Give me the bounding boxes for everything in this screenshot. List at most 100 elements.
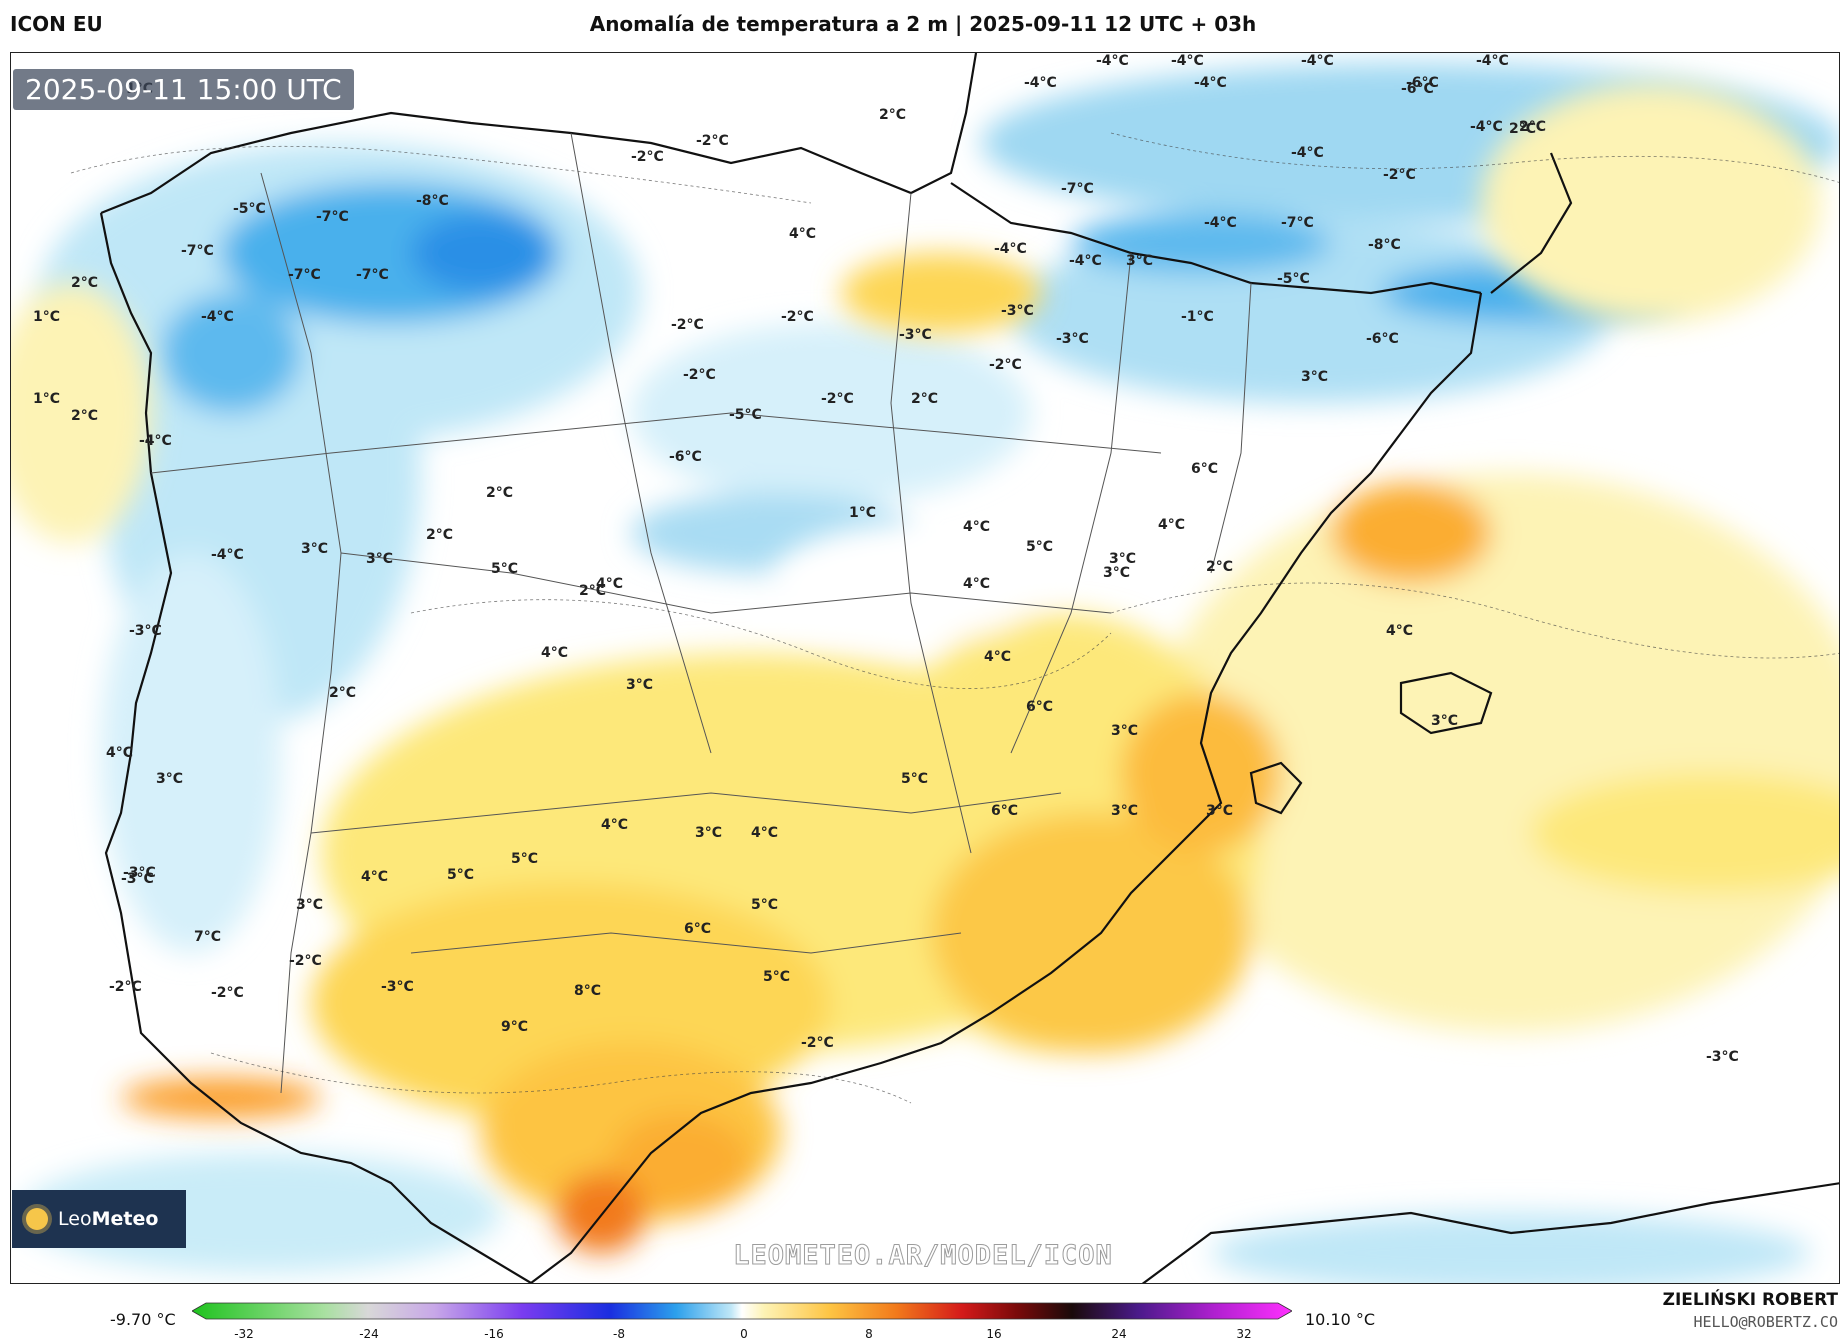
- value-label: -5°C: [1277, 271, 1310, 287]
- value-label: 4°C: [963, 576, 990, 592]
- value-label: 3°C: [1109, 551, 1136, 567]
- value-label: 2°C: [879, 107, 906, 123]
- value-label: -7°C: [1061, 181, 1094, 197]
- value-label: -6°C: [669, 449, 702, 465]
- value-label: -4°C: [994, 241, 1027, 257]
- value-label: -2°C: [289, 953, 322, 969]
- value-label: -3°C: [1706, 1049, 1739, 1065]
- author-email[interactable]: HELLO@ROBERTZ.CO: [1693, 1313, 1839, 1331]
- colorbar-tick: -16: [484, 1327, 504, 1339]
- value-label: -4°C: [139, 433, 172, 449]
- value-label: -4°C: [1096, 53, 1129, 69]
- value-label: -8°C: [1368, 237, 1401, 253]
- value-label: 2°C: [579, 583, 606, 599]
- value-label: 1°C: [849, 505, 876, 521]
- value-label: -2°C: [821, 391, 854, 407]
- colorbar-tick: 24: [1111, 1327, 1127, 1339]
- value-label: -2°C: [211, 985, 244, 1001]
- value-label: 2°C: [329, 685, 356, 701]
- value-label: -6°C: [1401, 81, 1434, 97]
- value-label: -6°C: [1366, 331, 1399, 347]
- value-labels: 1°C 2°C 1°C 1°C 2°C -5°C -7°C -8°C -7°C -7°C -7°C -…: [33, 53, 1739, 1065]
- value-label: -2°C: [781, 309, 814, 325]
- value-label: -3°C: [899, 327, 932, 343]
- value-label: 4°C: [106, 745, 133, 761]
- value-label: -3°C: [129, 623, 162, 639]
- value-label: 3°C: [296, 897, 323, 913]
- value-label: 2°C: [426, 527, 453, 543]
- logo-text-b: Meteo: [91, 1208, 159, 1230]
- value-label: -2°C: [1383, 167, 1416, 183]
- value-label: 3°C: [1111, 803, 1138, 819]
- value-label: 4°C: [596, 576, 623, 592]
- value-label: -7°C: [316, 209, 349, 225]
- value-label: -4°C: [1194, 75, 1227, 91]
- value-label: -4°C: [1476, 53, 1509, 69]
- value-label: -4°C: [1470, 119, 1503, 135]
- map-panel: 1°C 2°C 1°C 1°C 2°C -5°C -7°C -8°C -7°C -7°C -7°C -…: [10, 52, 1840, 1284]
- value-label: -4°C: [1291, 145, 1324, 161]
- value-label: -2°C: [631, 149, 664, 165]
- value-label: -2°C: [989, 357, 1022, 373]
- value-label: -2°C: [801, 1035, 834, 1051]
- value-label: 2°C: [71, 408, 98, 424]
- value-label: -2°C: [683, 367, 716, 383]
- colorbar-ticks: -32 -24 -16 -8 0 8 16 24 32: [192, 1327, 1280, 1339]
- value-label: -4°C: [201, 309, 234, 325]
- value-label: -8°C: [416, 193, 449, 209]
- value-label: -4°C: [211, 547, 244, 563]
- model-name: ICON EU: [10, 12, 103, 36]
- valid-time-badge: 2025-09-11 15:00 UTC: [13, 69, 354, 110]
- colorbar-tick: 0: [740, 1327, 748, 1339]
- value-label: 7°C: [194, 929, 221, 945]
- watermark-url: LEOMETEO.AR/MODEL/ICON: [733, 1240, 1113, 1272]
- value-label: 1°C: [33, 391, 60, 407]
- value-label: 5°C: [763, 969, 790, 985]
- value-label: -4°C: [1069, 253, 1102, 269]
- value-label: 2°C: [1519, 119, 1546, 135]
- value-label: 4°C: [601, 817, 628, 833]
- value-label: 5°C: [491, 561, 518, 577]
- colorbar-tick: 16: [986, 1327, 1002, 1339]
- value-label: 5°C: [1026, 539, 1053, 555]
- value-label: 3°C: [1126, 253, 1153, 269]
- value-label: -2°C: [671, 317, 704, 333]
- colorbar-max-label: 10.10 °C: [1305, 1310, 1376, 1329]
- value-label: 6°C: [1026, 699, 1053, 715]
- value-label: 3°C: [366, 551, 393, 567]
- value-label: -3°C: [123, 865, 156, 881]
- value-label: 3°C: [156, 771, 183, 787]
- colorbar: [192, 1302, 1292, 1320]
- value-label: 4°C: [984, 649, 1011, 665]
- colorbar-tick: 32: [1236, 1327, 1252, 1339]
- value-label: -3°C: [1056, 331, 1089, 347]
- value-label: -5°C: [233, 201, 266, 217]
- value-label: 6°C: [684, 921, 711, 937]
- value-label: 2°C: [71, 275, 98, 291]
- contour-lines: [70, 132, 1839, 1104]
- colorbar-tick: 8: [865, 1327, 873, 1339]
- value-label: -7°C: [181, 243, 214, 259]
- value-label: 1°C: [33, 309, 60, 325]
- value-label: -6°C: [1406, 75, 1439, 91]
- value-label: 3°C: [1103, 565, 1130, 581]
- value-label: 3°C: [1301, 369, 1328, 385]
- value-label: 4°C: [361, 869, 388, 885]
- value-label: 4°C: [1386, 623, 1413, 639]
- value-label: 4°C: [789, 226, 816, 242]
- value-label: 4°C: [1158, 517, 1185, 533]
- value-label: -7°C: [1281, 215, 1314, 231]
- region-borders: [150, 132, 1252, 1094]
- leometeo-logo[interactable]: Leo Meteo: [12, 1190, 186, 1248]
- value-label: 3°C: [626, 677, 653, 693]
- value-label: 3°C: [1206, 803, 1233, 819]
- value-label: 3°C: [695, 825, 722, 841]
- colorbar-tick: -32: [234, 1327, 254, 1339]
- value-label: -3°C: [1001, 303, 1034, 319]
- value-label: 6°C: [1191, 461, 1218, 477]
- author-name: ZIELIŃSKI ROBERT: [1662, 1290, 1838, 1310]
- value-label: -5°C: [729, 407, 762, 423]
- value-label: 2°C: [1509, 121, 1536, 137]
- value-label: 3°C: [1111, 723, 1138, 739]
- value-label: 3°C: [1431, 713, 1458, 729]
